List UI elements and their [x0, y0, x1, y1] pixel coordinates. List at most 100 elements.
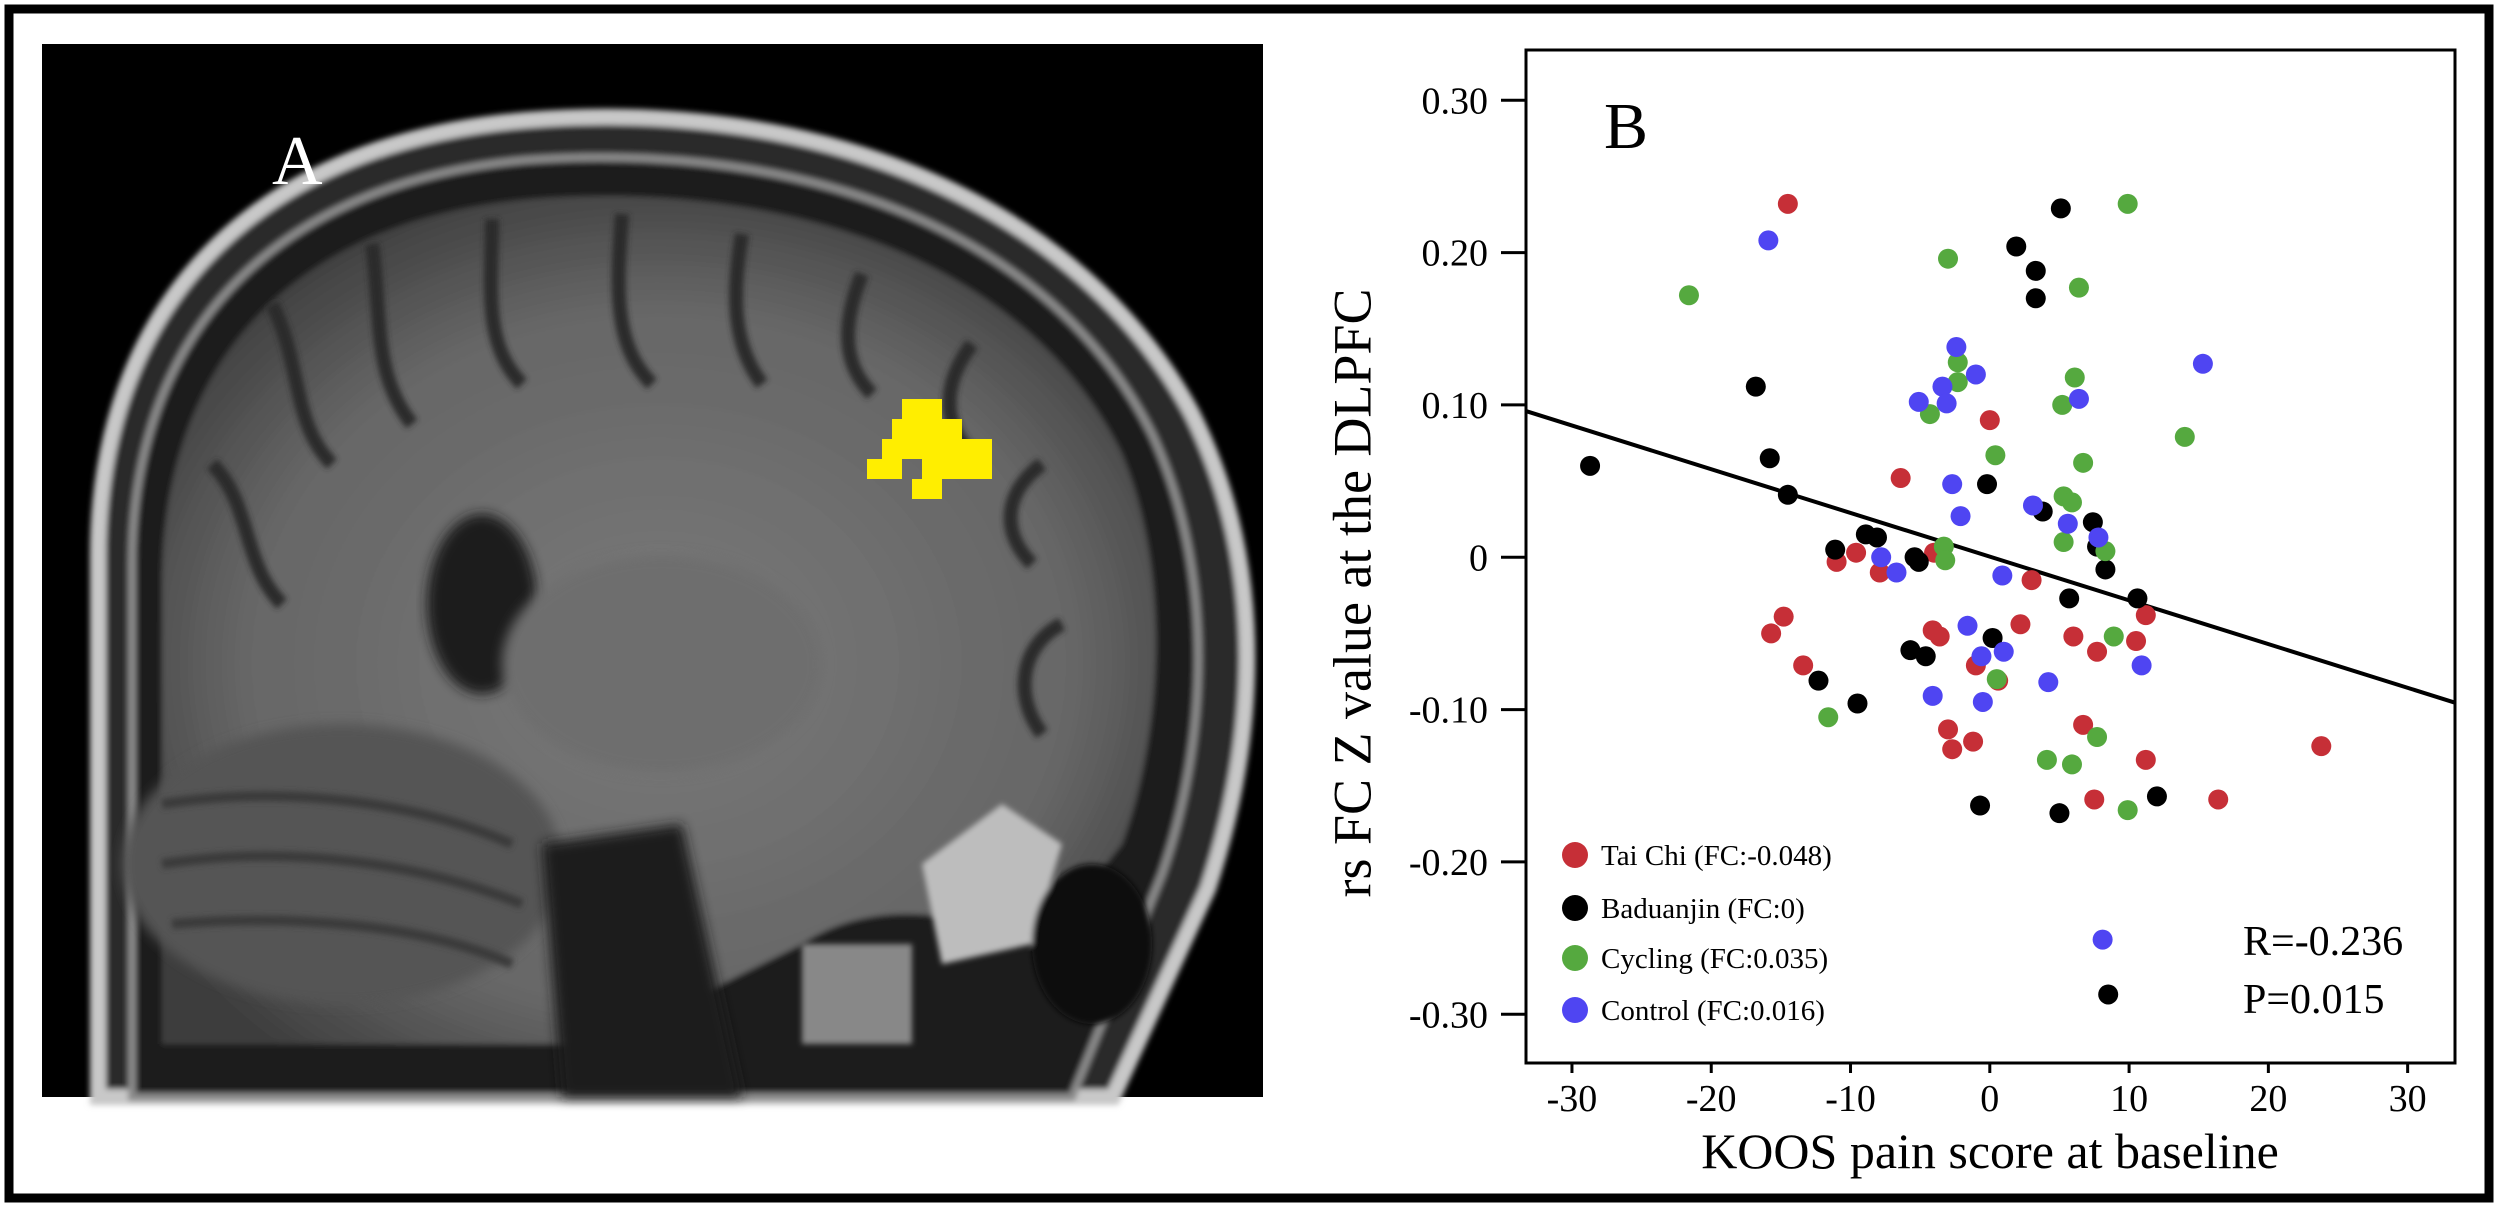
data-point — [1950, 506, 1971, 527]
data-point — [2073, 714, 2094, 735]
data-point — [1761, 623, 1782, 644]
y-tick-label: 0.30 — [1422, 80, 1489, 122]
data-point — [1957, 615, 1978, 636]
data-point — [1866, 527, 1887, 548]
panel-b-chart: 0.30 0.20 0.10 0 -0.10 -0.20 -0.30 -30 -20 -10 0 1… — [1322, 48, 2457, 1179]
data-point — [1979, 410, 2000, 431]
data-point — [1745, 376, 1766, 397]
cluster-voxel — [902, 399, 942, 419]
data-point — [2082, 512, 2103, 533]
data-point — [2092, 929, 2113, 950]
data-point — [1908, 391, 1929, 412]
regression-line — [1525, 409, 2456, 705]
legend-label: Baduanjin (FC:0) — [1601, 893, 1805, 925]
figure-border — [4, 4, 2494, 1203]
data-point — [1977, 474, 1998, 495]
legend-marker — [1562, 997, 1588, 1023]
data-point — [1993, 641, 2014, 662]
data-point — [2049, 803, 2070, 824]
legend: Tai Chi (FC:-0.048) Baduanjin (FC:0) Cycli… — [1562, 840, 1832, 1027]
data-point — [2131, 655, 2152, 676]
data-point — [1936, 393, 1957, 414]
y-tick-label: -0.10 — [1409, 690, 1488, 732]
data-point — [1970, 795, 1991, 816]
data-point — [2192, 353, 2213, 374]
cluster-voxel — [912, 479, 942, 499]
data-point — [2068, 388, 2089, 409]
data-point — [1818, 707, 1839, 728]
data-point — [1580, 455, 1601, 476]
data-point — [2098, 984, 2119, 1005]
data-point — [1922, 685, 1943, 706]
data-point — [2025, 288, 2046, 309]
thalamus — [502, 554, 822, 774]
data-point — [1759, 448, 1780, 469]
data-point — [1935, 550, 1956, 571]
data-point — [1938, 719, 1959, 740]
x-tick-label: -10 — [1825, 1078, 1876, 1120]
x-tick-label: -20 — [1686, 1078, 1737, 1120]
face-structures — [802, 804, 1152, 1044]
data-point — [1982, 627, 2003, 648]
data-point — [1808, 670, 1829, 691]
cluster-voxel — [892, 419, 962, 439]
data-point — [2103, 626, 2124, 647]
data-point — [2022, 495, 2043, 516]
data-point — [1965, 364, 1986, 385]
legend-marker — [1562, 895, 1588, 921]
data-point — [2095, 559, 2116, 580]
panel-a-label: A — [272, 123, 323, 200]
cluster-voxel — [867, 459, 902, 479]
data-point — [2127, 588, 2148, 609]
scatter-points — [1580, 193, 2332, 1005]
series-3 — [1678, 193, 2195, 821]
data-point — [2135, 605, 2156, 626]
x-tick-label: 0 — [1980, 1078, 1999, 1120]
data-point — [2059, 588, 2080, 609]
x-tick-label: 20 — [2249, 1078, 2287, 1120]
legend-marker — [1562, 842, 1588, 868]
data-point — [1846, 542, 1867, 563]
data-point — [2006, 236, 2027, 257]
data-point — [1825, 539, 1846, 560]
data-point — [2053, 532, 2074, 553]
data-point — [2061, 492, 2082, 513]
panel-b-label: B — [1604, 90, 1648, 163]
data-point — [2146, 786, 2167, 807]
data-point — [1886, 562, 1907, 583]
data-point — [1847, 693, 1868, 714]
data-point — [1946, 337, 1967, 358]
data-point — [2064, 367, 2085, 388]
data-point — [2174, 426, 2195, 447]
data-point — [2117, 800, 2138, 821]
data-point — [2036, 749, 2057, 770]
data-point — [1915, 646, 1936, 667]
cerebellum-folia — [161, 791, 524, 969]
data-point — [2117, 193, 2138, 214]
y-tick-label: 0.10 — [1422, 385, 1489, 427]
data-point — [2135, 749, 2156, 770]
data-point — [1929, 626, 1950, 647]
data-point — [1938, 248, 1959, 269]
data-point — [1793, 655, 1814, 676]
data-point — [1947, 372, 1968, 393]
data-point — [1869, 562, 1890, 583]
data-point — [1777, 193, 1798, 214]
x-tick-label: -30 — [1547, 1078, 1598, 1120]
brainstem-region — [542, 824, 742, 1097]
data-point — [1908, 551, 1929, 572]
legend-label: Cycling (FC:0.035) — [1601, 943, 1828, 975]
data-point — [1678, 285, 1699, 306]
x-tick-label: 30 — [2389, 1078, 2427, 1120]
data-point — [2038, 672, 2059, 693]
data-point — [2021, 570, 2042, 591]
data-point — [2050, 198, 2071, 219]
data-point — [2088, 527, 2109, 548]
data-point — [1942, 474, 1963, 495]
y-tick-label: -0.30 — [1409, 994, 1488, 1036]
x-axis-label: KOOS pain score at baseline — [1701, 1123, 2279, 1179]
x-axis: -30 -20 -10 0 10 20 30 — [1547, 1063, 2427, 1120]
series-1 — [1761, 193, 2332, 810]
data-point — [1992, 565, 2013, 586]
data-point — [1900, 640, 1921, 661]
